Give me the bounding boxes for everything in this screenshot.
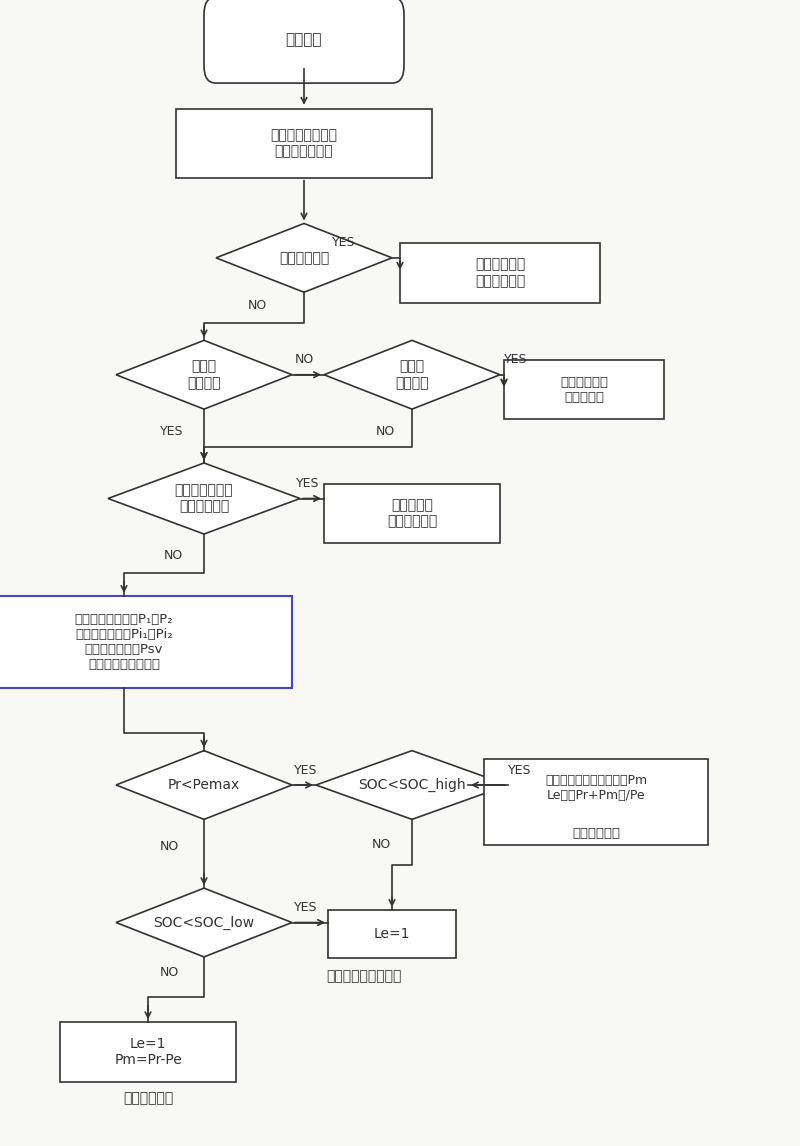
Text: YES: YES [160,425,183,439]
Text: Le=1: Le=1 [374,927,410,941]
Text: 整机上电: 整机上电 [286,32,322,48]
Text: NO: NO [248,299,267,313]
FancyBboxPatch shape [176,109,432,178]
Text: NO: NO [160,966,179,980]
Text: 停止发动机
消除怠速模式: 停止发动机 消除怠速模式 [387,499,437,528]
Text: 驾驶员停止操作
达到一定时间: 驾驶员停止操作 达到一定时间 [174,484,234,513]
Text: 电机助力模式: 电机助力模式 [123,1091,173,1105]
Text: 电机充电模式: 电机充电模式 [572,826,620,840]
Polygon shape [108,463,300,534]
Polygon shape [216,223,392,292]
Text: 电机助力启动
发动机模式: 电机助力启动 发动机模式 [560,376,608,403]
Polygon shape [324,340,500,409]
Text: YES: YES [508,763,531,777]
Text: NO: NO [294,353,314,367]
Text: YES: YES [332,236,355,250]
Text: Le=1
Pm=Pr-Pe: Le=1 Pm=Pr-Pe [114,1037,182,1067]
Polygon shape [116,751,292,819]
Text: NO: NO [164,549,183,563]
Text: 是否存在故障: 是否存在故障 [279,251,329,265]
Text: YES: YES [294,901,318,915]
Text: NO: NO [372,838,391,851]
Polygon shape [316,751,508,819]
FancyBboxPatch shape [60,1022,236,1082]
Text: 发动机
启动信号: 发动机 启动信号 [395,360,429,390]
Text: 发送故障信息
限制部分功能: 发送故障信息 限制部分功能 [475,258,525,288]
Text: 电量平衡自适应算法计算Pm
Le＝（Pr+Pm）/Pe: 电量平衡自适应算法计算Pm Le＝（Pr+Pm）/Pe [545,775,647,802]
FancyBboxPatch shape [204,0,404,84]
Polygon shape [116,888,292,957]
Text: 采集电机、电容、
发动机自检信息: 采集电机、电容、 发动机自检信息 [270,128,338,158]
Text: YES: YES [504,353,527,367]
Bar [0,596,292,688]
Text: YES: YES [296,477,319,490]
Text: SOC<SOC_high: SOC<SOC_high [358,778,466,792]
FancyBboxPatch shape [324,484,500,543]
Polygon shape [116,340,292,409]
Text: NO: NO [376,425,395,439]
Text: Pr<Pemax: Pr<Pemax [168,778,240,792]
Text: NO: NO [160,840,179,854]
Bar [484,760,708,846]
Text: YES: YES [294,763,318,777]
Text: 采集液压泵口压力P₁、P₂
负流量回油压力Pi₁、Pi₂
液压泵电控信号Psv
估算泵负载需求功率: 采集液压泵口压力P₁、P₂ 负流量回油压力Pi₁、Pi₂ 液压泵电控信号Psv … [74,613,174,670]
FancyBboxPatch shape [400,243,600,303]
Text: 发动机
是否启动: 发动机 是否启动 [187,360,221,390]
Text: SOC<SOC_low: SOC<SOC_low [154,916,254,929]
FancyBboxPatch shape [504,360,664,419]
FancyBboxPatch shape [328,910,456,958]
Text: 发动机单独驱动模式: 发动机单独驱动模式 [326,970,402,983]
